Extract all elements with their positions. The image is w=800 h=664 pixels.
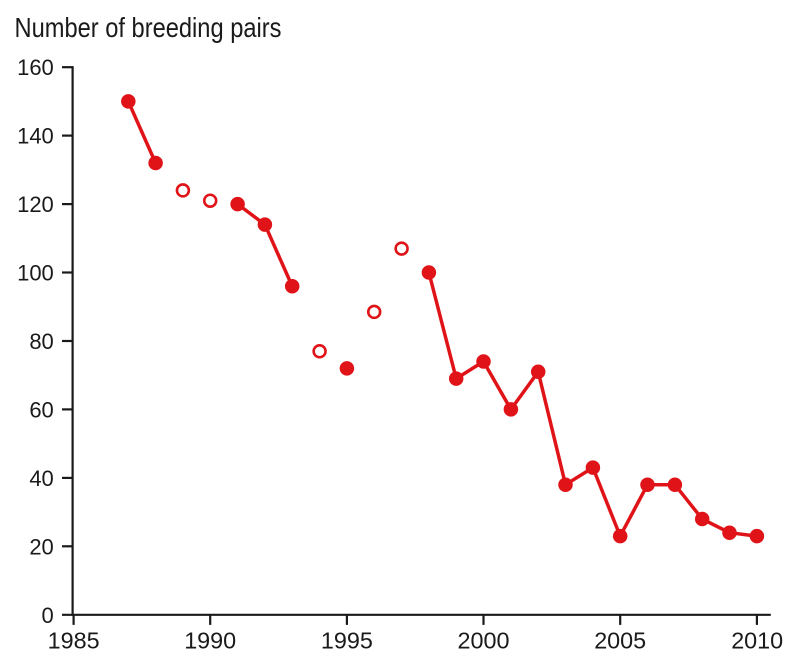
svg-text:140: 140 — [17, 124, 54, 149]
svg-text:Number of breeding pairs: Number of breeding pairs — [15, 12, 282, 43]
svg-text:120: 120 — [17, 192, 54, 217]
svg-text:0: 0 — [42, 603, 54, 628]
svg-text:100: 100 — [17, 261, 54, 286]
svg-text:20: 20 — [29, 534, 53, 559]
svg-text:2005: 2005 — [594, 627, 646, 653]
svg-text:1990: 1990 — [184, 627, 236, 653]
svg-text:1985: 1985 — [48, 627, 100, 653]
svg-text:60: 60 — [29, 397, 53, 422]
svg-text:160: 160 — [17, 55, 54, 80]
svg-text:2000: 2000 — [458, 627, 510, 653]
svg-text:40: 40 — [29, 466, 53, 491]
svg-text:2010: 2010 — [731, 627, 783, 653]
svg-text:1995: 1995 — [321, 627, 373, 653]
svg-text:80: 80 — [29, 329, 53, 354]
